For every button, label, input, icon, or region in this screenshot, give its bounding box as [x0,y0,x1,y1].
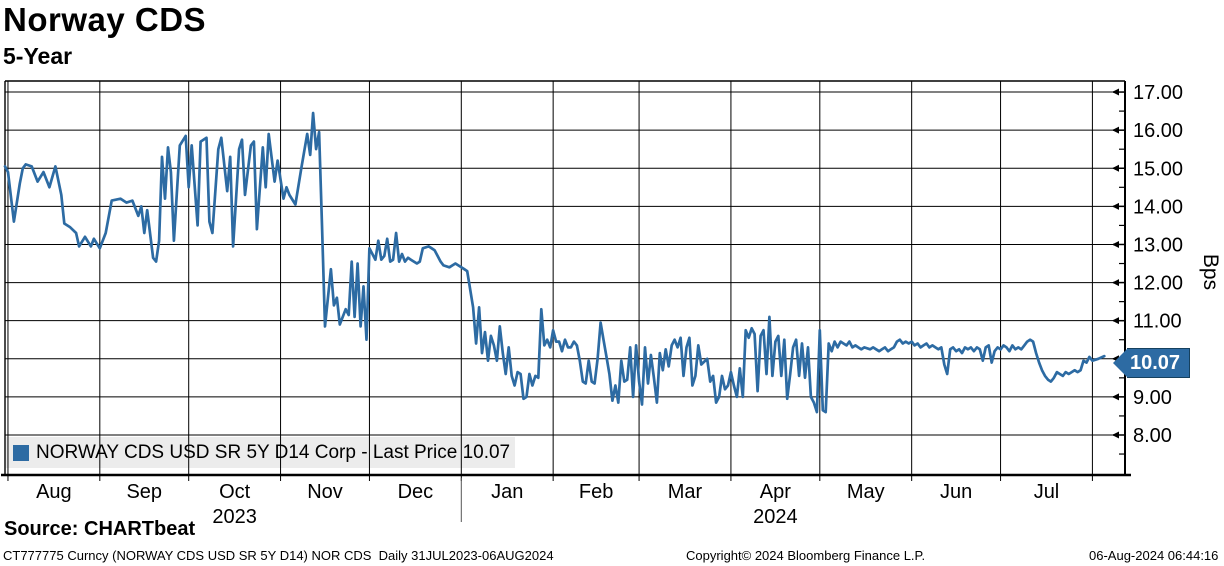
timestamp-text: 06-Aug-2024 06:44:16 [1089,548,1219,563]
y-axis-tick-label: 16.00 [1133,120,1183,142]
y-axis-tick-label: 9.00 [1133,387,1172,409]
last-price-tag: 10.07 [1113,348,1191,378]
x-axis-month-label: Sep [126,481,162,503]
y-axis-tick-label: 15.00 [1133,158,1183,180]
source-label: Source: CHARTbeat [4,518,196,540]
security-meta-text: CT777775 Curncy (NORWAY CDS USD SR 5Y D1… [3,548,554,563]
y-axis-tick-arrow-icon [1112,88,1119,96]
x-axis-month-label: Jun [940,481,972,503]
y-axis-tick-arrow-icon [1112,202,1119,210]
legend-background [6,437,515,468]
page-title: Norway CDS [3,1,207,38]
chart-legend: NORWAY CDS USD SR 5Y D14 Corp - Last Pri… [7,438,516,468]
y-axis-tick-arrow-icon [1112,126,1119,134]
x-axis-month-label: Aug [36,481,72,503]
y-axis-tick-arrow-icon [1112,393,1119,401]
x-axis-month-label: Jul [1034,481,1060,503]
y-axis-tick-label: 8.00 [1133,425,1172,447]
x-axis-month-label: Dec [398,481,434,503]
cds-price-line [3,111,1106,414]
y-axis-tick-arrow-icon [1112,279,1119,287]
y-axis-tick-arrow-icon [1112,164,1119,172]
x-axis-year-label: 2024 [753,506,798,528]
legend-series-label: NORWAY CDS USD SR 5Y D14 Corp - Last Pri… [36,442,511,463]
y-axis-tick-label: 13.00 [1133,234,1183,256]
page-subtitle: 5-Year [3,43,73,69]
y-axis-tick-label: 11.00 [1133,311,1182,333]
legend-series-square-icon [13,445,29,461]
x-axis-month-label: Apr [760,481,791,503]
y-axis-tick-label: 17.00 [1133,82,1183,104]
x-axis-month-label: Jan [491,481,523,503]
copyright-text: Copyright© 2024 Bloomberg Finance L.P. [686,548,926,563]
y-axis-tick-arrow-icon [1112,240,1119,248]
x-axis-month-label: Mar [668,481,703,503]
y-axis-tick-label: 12.00 [1133,273,1183,295]
x-axis-month-label: May [847,481,885,503]
y-axis-tick-arrow-icon [1112,317,1119,325]
x-axis-month-label: Nov [307,481,343,503]
y-axis-tick-label: 14.00 [1133,196,1183,218]
x-axis-year-label: 2023 [212,506,257,528]
last-price-value: 10.07 [1127,348,1191,378]
y-axis-unit-label: Bps [1199,254,1222,290]
y-axis-tick-arrow-icon [1112,431,1119,439]
x-axis-month-label: Oct [219,481,251,503]
x-axis-month-label: Feb [579,481,613,503]
price-tag-arrow-icon [1113,349,1127,377]
